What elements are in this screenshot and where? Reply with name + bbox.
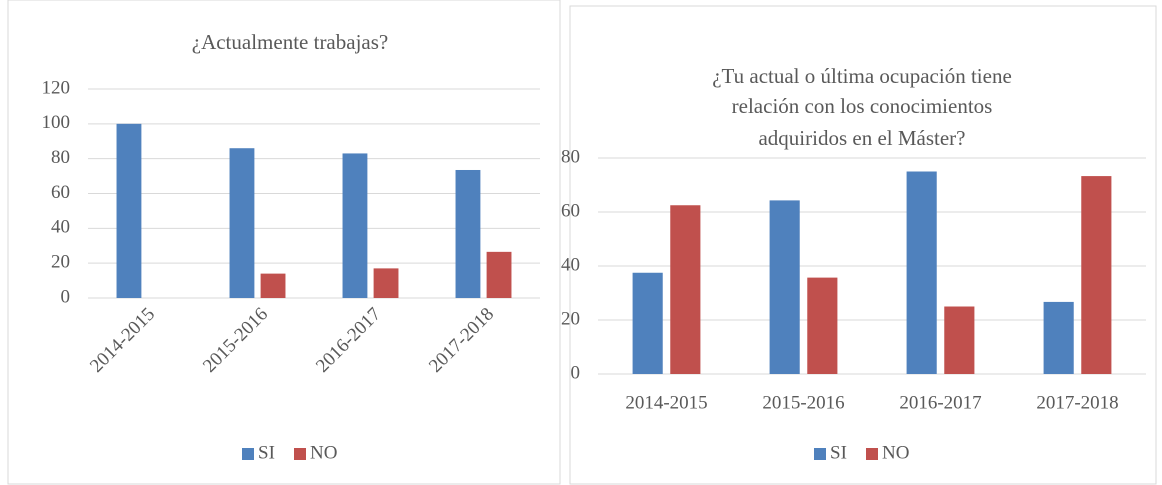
y-tick-label: 20	[561, 308, 580, 329]
legend-label: NO	[882, 442, 909, 463]
legend-label: NO	[310, 442, 337, 463]
bar	[769, 200, 800, 374]
y-tick-label: 60	[561, 200, 580, 221]
bar	[373, 268, 399, 298]
y-tick-label: 0	[61, 286, 71, 307]
bar	[906, 171, 937, 374]
y-tick-label: 100	[42, 112, 71, 133]
chart-title: relación con los conocimientos	[732, 94, 993, 118]
panel-left	[7, 0, 561, 485]
bar	[944, 306, 975, 374]
chart-title: ¿Tu actual o última ocupación tiene	[712, 64, 1012, 88]
bar	[807, 277, 838, 374]
x-tick-label: 2014-2015	[86, 304, 159, 377]
bar	[1043, 301, 1074, 374]
legend-swatch	[814, 448, 826, 460]
bar	[632, 272, 663, 374]
x-tick-label: 2016-2017	[312, 304, 385, 377]
y-tick-label: 20	[51, 252, 70, 273]
y-tick-label: 60	[51, 182, 70, 203]
legend-swatch	[866, 448, 878, 460]
bar	[486, 251, 512, 298]
y-tick-label: 80	[51, 147, 70, 168]
y-tick-label: 0	[571, 362, 581, 383]
bar	[116, 123, 142, 298]
legend-label: SI	[258, 442, 275, 463]
bar	[342, 153, 368, 298]
legend-label: SI	[830, 442, 847, 463]
x-tick-label: 2014-2015	[625, 392, 707, 413]
y-tick-label: 80	[561, 146, 580, 167]
y-tick-label: 40	[561, 254, 580, 275]
legend-swatch	[294, 448, 306, 460]
x-tick-label: 2016-2017	[899, 392, 981, 413]
x-tick-label: 2017-2018	[1036, 392, 1118, 413]
x-tick-label: 2015-2016	[762, 392, 844, 413]
y-tick-label: 120	[42, 77, 71, 98]
chart-title: ¿Actualmente trabajas?	[192, 30, 388, 54]
x-tick-label: 2015-2016	[199, 304, 272, 377]
bar	[229, 148, 255, 298]
chart-title: adquiridos en el Máster?	[758, 126, 965, 150]
y-tick-label: 40	[51, 217, 70, 238]
bar	[1081, 176, 1112, 374]
legend-swatch	[242, 448, 254, 460]
panel-right	[569, 5, 1157, 485]
bar	[455, 169, 481, 298]
bar	[670, 205, 701, 374]
x-tick-label: 2017-2018	[425, 304, 498, 377]
bar	[260, 273, 286, 298]
